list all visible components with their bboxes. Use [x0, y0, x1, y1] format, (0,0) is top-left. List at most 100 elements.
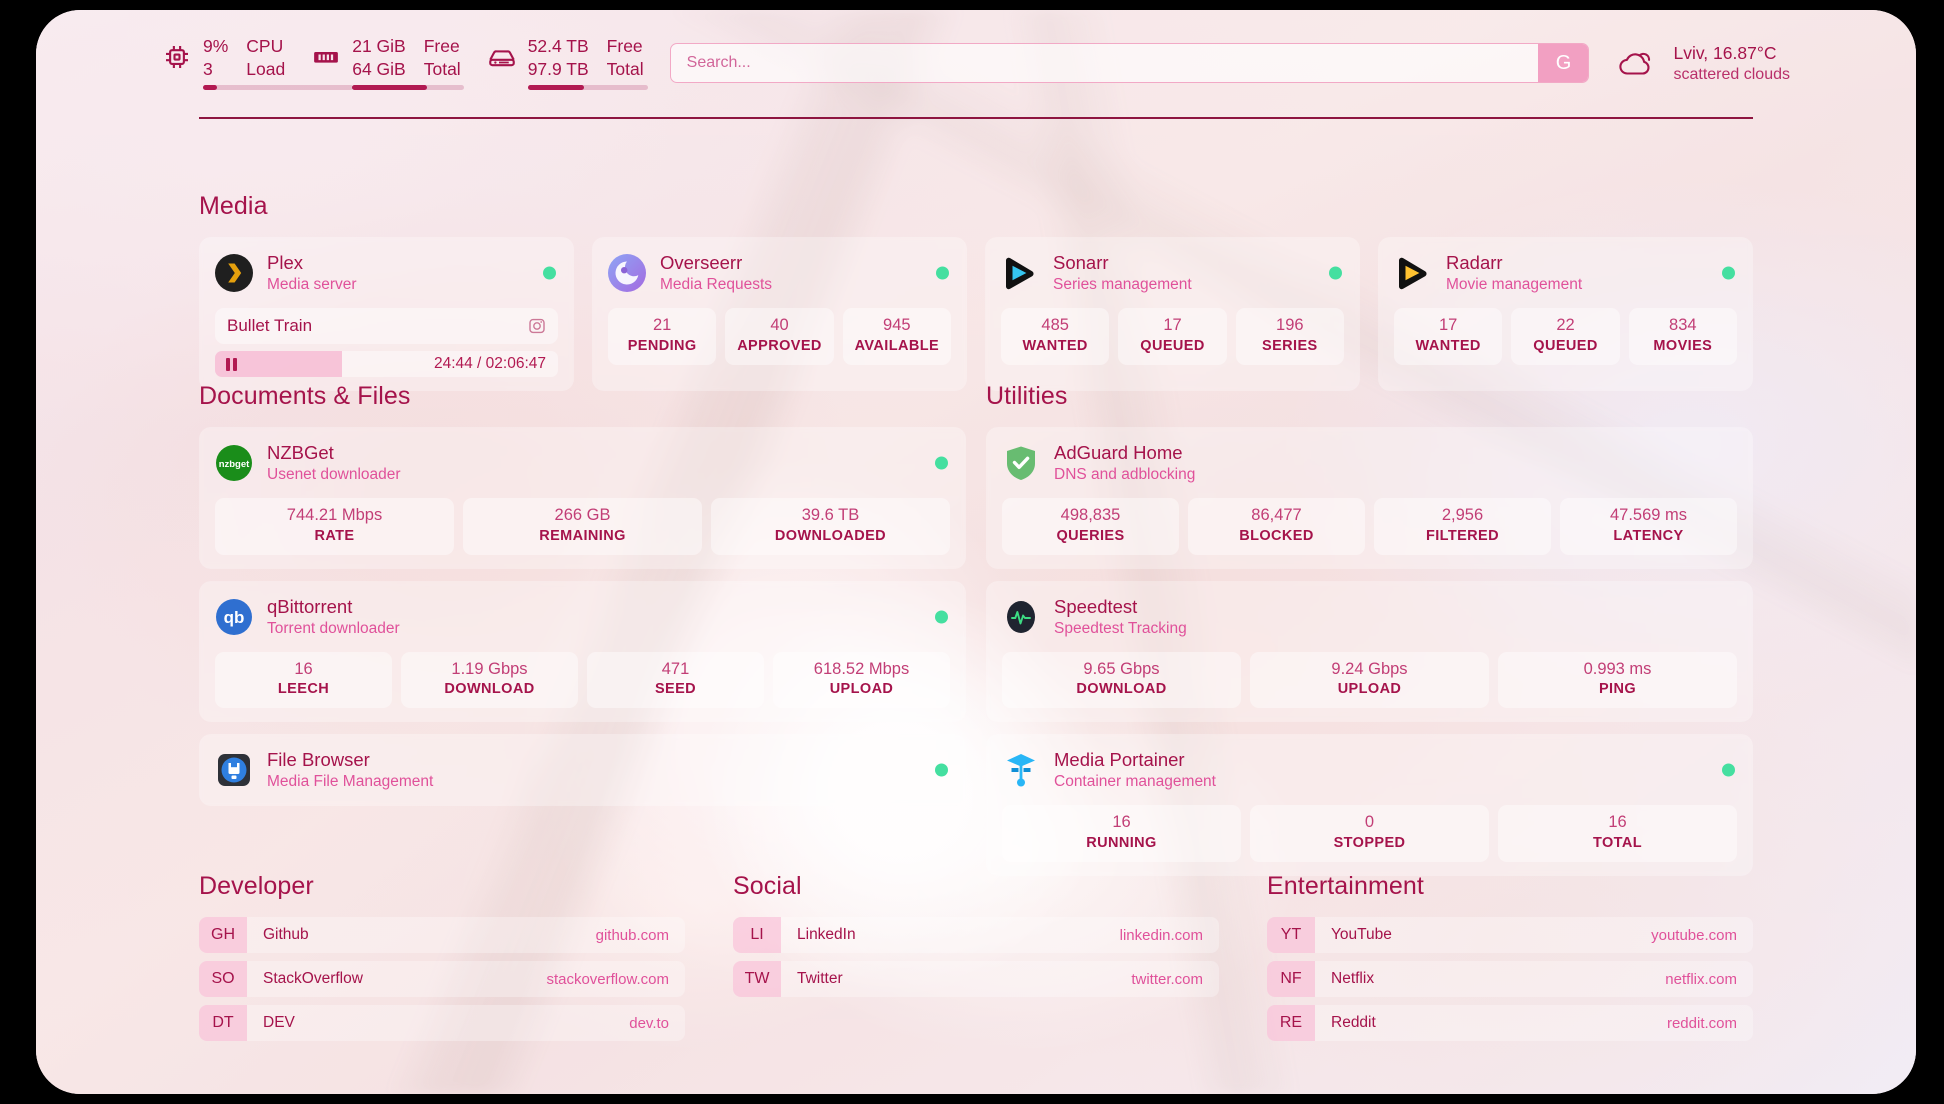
bookmark-item-reddit[interactable]: RE Reddit reddit.com	[1267, 1005, 1753, 1041]
bookmark-url: netflix.com	[1665, 970, 1737, 988]
sonarr-icon	[1001, 254, 1039, 292]
stat-label: PENDING	[627, 337, 697, 354]
stat-label: SEED	[654, 681, 697, 698]
stat-value: 618.52 Mbps	[813, 659, 910, 678]
stat-label: LEECH	[277, 681, 330, 698]
bookmark-group-title: Entertainment	[1267, 872, 1424, 900]
system-stat-memory: 21 GiB 64 GiB Free Total	[311, 35, 465, 91]
weather-location-temp: Lviv, 16.87°C	[1673, 42, 1777, 63]
service-name: Radarr	[1446, 252, 1503, 273]
search-bar[interactable]: G	[669, 43, 1590, 83]
stat-label: STOPPED	[1333, 834, 1406, 851]
stat-item: 196 SERIES	[1235, 308, 1344, 365]
service-name: Sonarr	[1053, 252, 1109, 273]
service-subtitle: Torrent downloader	[267, 619, 400, 637]
stat-value: 471	[661, 659, 690, 678]
bookmark-name: DEV	[263, 1014, 295, 1031]
stat-item: 47.569 ms LATENCY	[1560, 498, 1737, 555]
stat-item: 17 QUEUED	[1118, 308, 1227, 365]
bookmark-item-twitter[interactable]: TW Twitter twitter.com	[733, 961, 1219, 997]
google-search-button[interactable]: G	[1538, 44, 1589, 82]
service-name: Plex	[267, 252, 303, 273]
bookmark-item-dev[interactable]: DT DEV dev.to	[199, 1005, 685, 1041]
stat-item: 16 RUNNING	[1002, 805, 1241, 862]
status-indicator-online	[935, 610, 948, 624]
stat-value: 2,956	[1441, 506, 1484, 525]
service-card-nzbget[interactable]: nzbget NZBGet Usenet downloader 74	[199, 427, 966, 569]
service-card-overseerr[interactable]: Overseerr Media Requests 21 PENDING 40 A…	[592, 237, 967, 392]
memory-free-value: 21 GiB	[352, 35, 406, 56]
stat-value: 21	[652, 316, 672, 335]
cpu-meter: 9% 3 CPU Load	[203, 35, 353, 91]
service-subtitle: Media File Management	[267, 773, 434, 791]
now-playing-time: 24:44 / 02:06:47	[433, 355, 546, 373]
service-subtitle: Movie management	[1446, 276, 1583, 294]
stat-label: MOVIES	[1653, 337, 1713, 354]
stat-value: 744.21 Mbps	[286, 506, 383, 525]
bookmark-item-linkedin[interactable]: LI LinkedIn linkedin.com	[733, 917, 1219, 953]
ram-icon	[311, 42, 341, 72]
dashboard-window: 9% 3 CPU Load	[36, 10, 1916, 1094]
stat-value: 0	[1364, 813, 1375, 832]
stat-item: 834 MOVIES	[1628, 308, 1737, 365]
stat-item: 0.993 ms PING	[1498, 651, 1737, 709]
cpu-usage-label: CPU	[246, 35, 284, 56]
cast-icon[interactable]	[528, 317, 546, 335]
service-subtitle: Media server	[267, 276, 357, 294]
bookmark-item-youtube[interactable]: YT YouTube youtube.com	[1267, 917, 1753, 953]
stat-item: 16 LEECH	[215, 651, 392, 709]
stat-label: UPLOAD	[1337, 681, 1402, 698]
service-card-file-browser[interactable]: File Browser Media File Management	[199, 734, 966, 807]
utilities-section: Utilities AdGuard Home	[986, 382, 1753, 876]
stat-label: DOWNLOAD	[1076, 681, 1167, 698]
service-name: File Browser	[267, 749, 370, 771]
system-stat-cpu: 9% 3 CPU Load	[162, 35, 353, 91]
bookmark-group-social: Social LI LinkedIn linkedin.com TW Twitt…	[733, 872, 1219, 1041]
stat-item: 1.19 Gbps DOWNLOAD	[401, 651, 578, 709]
status-indicator-online	[1329, 266, 1342, 280]
scattered-clouds-icon	[1615, 46, 1659, 80]
service-name: qBittorrent	[267, 595, 353, 617]
stat-label: RATE	[314, 527, 355, 544]
stat-item: 17 WANTED	[1394, 308, 1503, 365]
header-divider	[199, 117, 1753, 119]
stat-label: QUEUED	[1140, 337, 1205, 354]
stat-value: 16	[1112, 813, 1131, 832]
bookmark-url: linkedin.com	[1119, 926, 1203, 944]
pause-icon[interactable]	[226, 357, 237, 371]
service-card-sonarr[interactable]: Sonarr Series management 485 WANTED 17 Q…	[985, 237, 1360, 392]
plex-icon	[215, 254, 253, 293]
qbittorrent-icon: qb	[215, 598, 253, 636]
now-playing-progress[interactable]: 24:44 / 02:06:47	[215, 351, 558, 378]
search-input[interactable]	[670, 44, 1539, 82]
documents-section-title: Documents & Files	[199, 382, 411, 410]
bookmark-item-netflix[interactable]: NF Netflix netflix.com	[1267, 961, 1753, 997]
service-stats: 17 WANTED 22 QUEUED 834 MOVIES	[1394, 308, 1737, 365]
bookmark-item-github[interactable]: GH Github github.com	[199, 917, 685, 953]
bookmark-name: Reddit	[1331, 1014, 1376, 1031]
weather-widget[interactable]: Lviv, 16.87°C scattered clouds	[1615, 43, 1790, 84]
stat-item: 945 AVAILABLE	[842, 308, 951, 365]
service-card-radarr[interactable]: Radarr Movie management 17 WANTED 22 QUE…	[1378, 237, 1753, 392]
memory-meter: 21 GiB 64 GiB Free Total	[352, 35, 465, 91]
stat-label: LATENCY	[1613, 527, 1684, 544]
bookmark-item-stackoverflow[interactable]: SO StackOverflow stackoverflow.com	[199, 961, 685, 997]
service-subtitle: Media Requests	[660, 276, 773, 294]
bookmark-url: reddit.com	[1666, 1014, 1737, 1032]
stat-label: REMAINING	[539, 527, 626, 544]
service-card-speedtest[interactable]: Speedtest Speedtest Tracking 9.65 Gbps D…	[986, 580, 1753, 723]
memory-progress-bar	[352, 85, 465, 91]
now-playing-title: Bullet Train	[227, 316, 313, 336]
filebrowser-icon	[215, 751, 253, 789]
stat-label: BLOCKED	[1239, 527, 1314, 544]
stat-label: AVAILABLE	[854, 337, 940, 354]
service-card-qbittorrent[interactable]: qb qBittorrent Torrent downloader	[199, 580, 966, 723]
service-card-plex[interactable]: Plex Media server Bullet Train	[199, 237, 574, 392]
speedtest-icon	[1002, 598, 1040, 636]
radarr-icon	[1394, 254, 1432, 292]
service-card-adguard-home[interactable]: AdGuard Home DNS and adblocking 498,835 …	[986, 427, 1753, 569]
bookmark-abbr: LI	[733, 917, 781, 953]
service-card-media-portainer[interactable]: Media Portainer Container management 16 …	[986, 734, 1753, 876]
service-stats: 9.65 Gbps DOWNLOAD 9.24 Gbps UPLOAD 0.99…	[1002, 651, 1737, 709]
bookmark-abbr: SO	[199, 961, 247, 997]
